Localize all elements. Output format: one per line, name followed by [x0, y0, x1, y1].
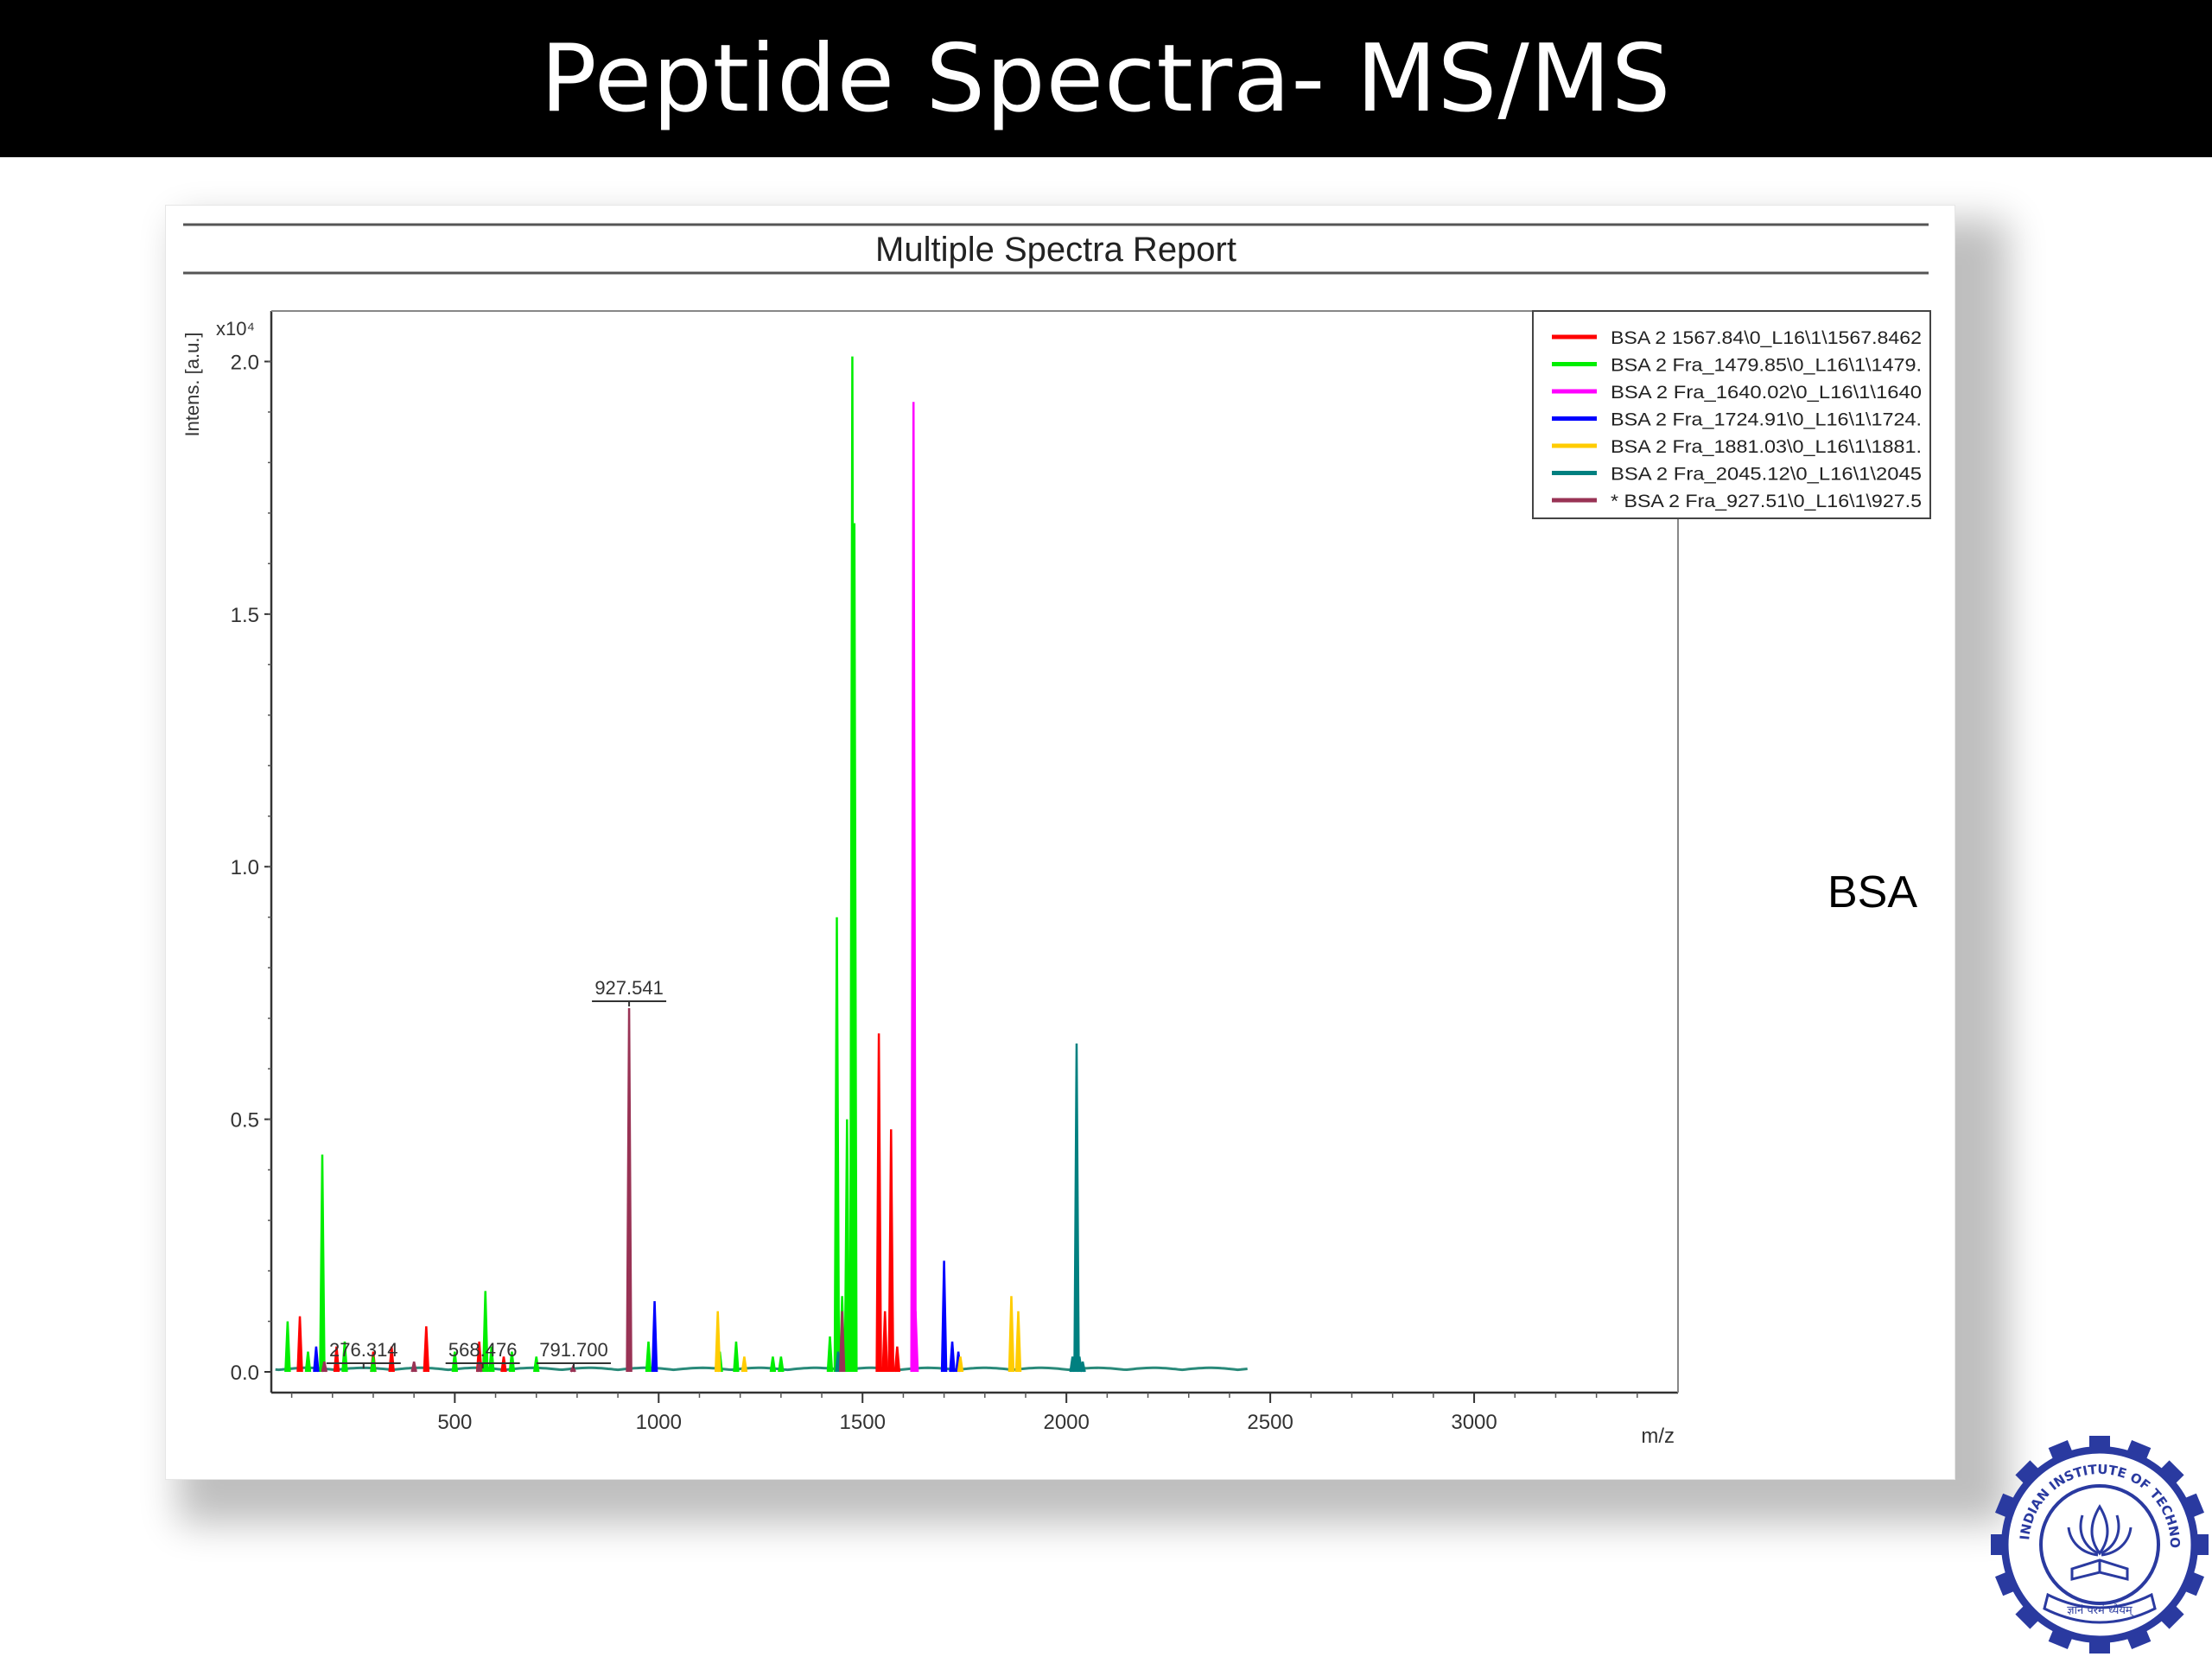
spectrum-peak	[1079, 1362, 1086, 1373]
spectrum-peak	[881, 1311, 888, 1373]
x-tick-label: 2500	[1247, 1411, 1293, 1434]
spectrum-peak	[481, 1291, 489, 1373]
legend-entry: BSA 2 1567.84\0_L16\1\1567.8462	[1611, 328, 1922, 348]
spectrum-peak	[1007, 1296, 1015, 1373]
plot-frame	[271, 311, 1678, 1477]
legend-entry: BSA 2 Fra_1479.85\0_L16\1\1479.	[1611, 356, 1922, 376]
series-6-peaks	[321, 1007, 846, 1373]
x-tick-label: 500	[437, 1411, 472, 1434]
spectrum-peak	[304, 1351, 312, 1373]
spectrum-peak	[532, 1356, 540, 1373]
legend-entry: BSA 2 Fra_1640.02\0_L16\1\1640	[1611, 383, 1922, 403]
spectrum-peak	[910, 402, 917, 1373]
spectrum-peak	[626, 1007, 632, 1373]
emblem-motto: ज्ञानं परमं ध्येयम्	[2067, 1603, 2133, 1617]
peak-label: 791.700	[539, 1339, 608, 1361]
y-tick-label: 2.0	[231, 351, 259, 374]
legend-box	[1532, 310, 1931, 519]
spectrum-peak	[843, 1119, 851, 1373]
spectrum-peak	[949, 1341, 956, 1373]
spectrum-peak	[475, 1362, 483, 1373]
spectrum-peak	[826, 1336, 834, 1373]
chart-title: Multiple Spectra Report	[875, 231, 1236, 269]
spectrum-peak	[508, 1351, 516, 1373]
spectrum-peak	[912, 1311, 919, 1373]
slide-title: Peptide Spectra- MS/MS	[540, 24, 1672, 133]
emblem-lotus	[2067, 1504, 2133, 1581]
x-tick-label: 2000	[1043, 1411, 1089, 1434]
spectrum-peak	[714, 1311, 721, 1373]
legend-entry: * BSA 2 Fra_927.51\0_L16\1\927.5	[1611, 492, 1922, 511]
spectrum-peak	[957, 1356, 964, 1373]
series-3-peaks	[313, 1260, 962, 1373]
spectrum-peak	[370, 1356, 377, 1373]
spectrum-peak	[875, 1033, 882, 1373]
spectrum-peak	[838, 1311, 846, 1373]
series-5-peaks	[835, 1043, 1086, 1373]
spectrum-peak	[500, 1356, 507, 1373]
spectrum-peak	[341, 1341, 348, 1373]
spectrum-peak	[851, 523, 858, 1373]
spectrum-baseline	[275, 1366, 1248, 1372]
spectrum-peak	[296, 1316, 303, 1373]
spectrum-peak	[733, 1341, 740, 1373]
iit-bombay-emblem-icon: INDIAN INSTITUTE OF TECHNOLOGY BOMBAY ज्…	[1981, 1419, 2212, 1659]
spectrum-peak	[451, 1351, 459, 1373]
spectrum-peak	[284, 1321, 291, 1373]
y-multiplier: x10⁴	[216, 318, 255, 340]
series-1-peaks	[284, 356, 858, 1373]
legend-entry: BSA 2 Fra_1881.03\0_L16\1\1881.	[1611, 437, 1922, 457]
peak-label: 927.541	[594, 977, 664, 999]
spectrum-peak	[410, 1362, 417, 1373]
spectrum-peak	[940, 1260, 948, 1373]
emblem-motto-ribbon	[2043, 1592, 2157, 1624]
emblem-ring-inner	[2039, 1484, 2160, 1605]
series-2-peaks	[910, 402, 919, 1373]
spectrum-peak	[423, 1326, 430, 1373]
legend-entry: BSA 2 Fra_1724.91\0_L16\1\1724.	[1611, 410, 1922, 430]
series-4-peaks	[714, 1296, 1022, 1373]
peak-label: 568.476	[448, 1339, 518, 1361]
x-axis-label: m/z	[1641, 1425, 1675, 1448]
spectrum-peak	[778, 1356, 785, 1373]
spectrum-peak	[321, 1362, 328, 1373]
y-tick-label: 1.5	[231, 604, 259, 627]
spectrum-peak	[741, 1356, 748, 1373]
spectrum-peak	[313, 1346, 320, 1373]
spectrum-peak	[645, 1341, 652, 1373]
spectrum-figure: Multiple Spectra Report 0.0 0.5 1.0 1.5 2.0 5…	[166, 206, 1955, 1479]
spectrum-peak	[893, 1346, 901, 1373]
spectrum-peak	[1014, 1311, 1022, 1373]
x-tick-label: 1500	[840, 1411, 886, 1434]
x-tick-label: 3000	[1451, 1411, 1497, 1434]
spectra-chart: Multiple Spectra Report 0.0 0.5 1.0 1.5 2.0 5…	[181, 223, 1931, 1477]
series-0-peaks	[296, 1033, 901, 1373]
bsa-annotation: BSA	[1827, 867, 1918, 917]
spectrum-peak	[833, 917, 841, 1373]
spectrum-peak	[1073, 1043, 1080, 1373]
spectrum-peak	[887, 1129, 895, 1373]
spectrum-peak	[651, 1301, 658, 1373]
x-tick-label: 1000	[636, 1411, 682, 1434]
peak-label: 276.314	[329, 1339, 398, 1361]
y-axis-label: Intens. [a.u.]	[181, 332, 203, 436]
legend-entry: BSA 2 Fra_2045.12\0_L16\1\2045	[1611, 465, 1922, 485]
y-tick-label: 0.5	[231, 1109, 259, 1133]
y-tick-label: 1.0	[231, 856, 259, 879]
spectrum-peak	[319, 1154, 326, 1373]
y-tick-label: 0.0	[231, 1362, 259, 1385]
spectrum-peak	[769, 1356, 777, 1373]
title-bar: Peptide Spectra- MS/MS	[0, 0, 2212, 157]
